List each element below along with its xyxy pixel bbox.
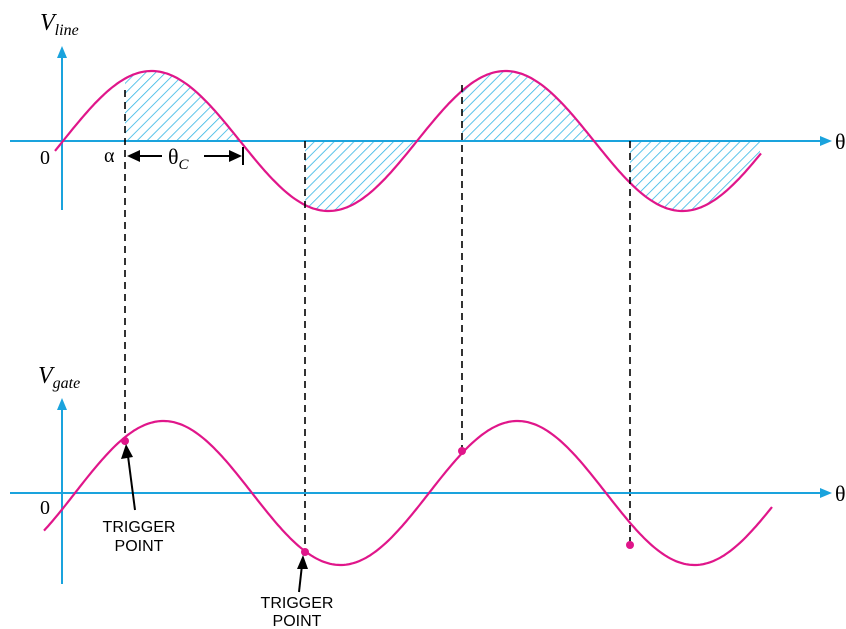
- trigger-pointer-1-head: [121, 444, 133, 459]
- conduction-region-3: [462, 71, 594, 141]
- top-x-axis-arrow: [820, 136, 832, 146]
- alpha-label: α: [104, 145, 115, 167]
- conduction-region-2: [305, 141, 417, 211]
- trigger-label-1-line1: TRIGGER: [103, 519, 176, 536]
- top-origin-label: 0: [40, 147, 50, 169]
- bottom-x-axis-arrow: [820, 488, 832, 498]
- top-x-label: θ: [835, 129, 846, 154]
- trigger-point-marker-1: [121, 437, 129, 445]
- conduction-angle-label: θC: [168, 144, 190, 173]
- trigger-pointer-2: [298, 564, 303, 593]
- top-y-axis-arrow: [57, 46, 67, 58]
- bottom-origin-label: 0: [40, 497, 50, 519]
- conduction-region-1: [125, 71, 240, 141]
- conduction-region-4: [630, 141, 760, 211]
- line-voltage-waveform: [54, 69, 762, 213]
- bottom-y-axis-arrow: [57, 398, 67, 410]
- trigger-label-2-line2: POINT: [273, 613, 322, 629]
- trigger-point-marker-4: [626, 541, 634, 549]
- gate-voltage-waveform: [43, 419, 773, 567]
- trigger-point-marker-2: [301, 548, 309, 556]
- trigger-label-1-line2: POINT: [115, 538, 164, 555]
- bottom-x-label: θ: [835, 481, 846, 506]
- trigger-lines: [124, 85, 631, 552]
- conduction-arrowhead-left: [127, 150, 140, 162]
- top-plot: Vline 0 θ α θC: [10, 10, 846, 213]
- trigger-pointer-1: [127, 455, 136, 511]
- conduction-arrowhead-right: [229, 150, 242, 162]
- trigger-pointer-2-head: [297, 555, 308, 569]
- trigger-label-2-line1: TRIGGER: [261, 595, 334, 612]
- bottom-y-label: Vgate: [38, 363, 80, 392]
- trigger-point-marker-3: [458, 447, 466, 455]
- top-y-label: Vline: [40, 10, 79, 39]
- bottom-plot: Vgate 0 θ TRIGGER POINT TRIGGER POINT: [10, 363, 846, 629]
